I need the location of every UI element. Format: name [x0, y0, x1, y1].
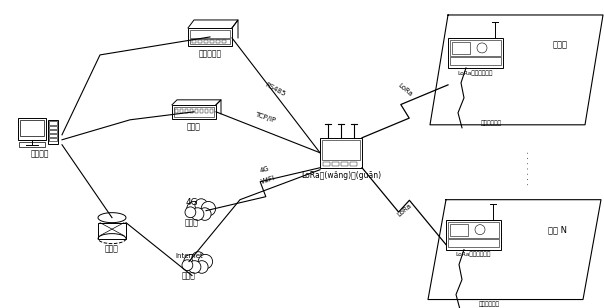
- Circle shape: [199, 208, 211, 220]
- Bar: [190, 39, 230, 44]
- Bar: [450, 40, 501, 56]
- Bar: [190, 109, 193, 113]
- Circle shape: [184, 254, 198, 269]
- Bar: [205, 109, 208, 113]
- Circle shape: [192, 252, 205, 264]
- Bar: [450, 224, 468, 236]
- Bar: [452, 42, 470, 54]
- Text: Internet: Internet: [175, 253, 203, 259]
- Bar: [185, 109, 188, 113]
- Bar: [20, 120, 44, 136]
- Bar: [322, 140, 360, 160]
- Bar: [448, 222, 499, 238]
- Bar: [174, 107, 214, 117]
- Bar: [198, 40, 202, 43]
- Bar: [195, 109, 198, 113]
- Text: LoRa溫濕度傳感器: LoRa溫濕度傳感器: [455, 252, 490, 257]
- Bar: [204, 40, 208, 43]
- Text: LoRa溫濕度傳感器: LoRa溫濕度傳感器: [457, 70, 493, 76]
- Text: LoRa: LoRa: [397, 202, 413, 217]
- Text: 云平臺: 云平臺: [185, 218, 199, 227]
- Text: LoRa網(wǎng)關(guān): LoRa網(wǎng)關(guān): [301, 171, 381, 180]
- Circle shape: [187, 201, 201, 216]
- Bar: [222, 40, 226, 43]
- Bar: [48, 120, 58, 144]
- Bar: [350, 162, 357, 166]
- Text: 區域 N: 區域 N: [548, 225, 568, 234]
- Bar: [175, 109, 178, 113]
- Text: 4G: 4G: [185, 198, 198, 207]
- Bar: [172, 105, 216, 119]
- Bar: [180, 109, 183, 113]
- Bar: [450, 57, 501, 65]
- Bar: [341, 162, 348, 166]
- Circle shape: [477, 43, 487, 53]
- Text: 交換機: 交換機: [187, 122, 201, 131]
- Bar: [446, 220, 501, 249]
- Text: 4G: 4G: [260, 165, 271, 174]
- Circle shape: [196, 261, 208, 273]
- Bar: [216, 40, 220, 43]
- Bar: [98, 223, 126, 239]
- Bar: [18, 118, 46, 140]
- Bar: [190, 30, 230, 38]
- Bar: [188, 28, 232, 46]
- Bar: [210, 109, 213, 113]
- Bar: [49, 134, 57, 137]
- Text: 串口服務器: 串口服務器: [199, 49, 222, 59]
- Circle shape: [185, 207, 196, 218]
- Circle shape: [191, 208, 204, 220]
- Circle shape: [188, 261, 201, 273]
- Text: RS485: RS485: [264, 82, 286, 98]
- Text: WIFI: WIFI: [260, 175, 276, 185]
- Text: 區域一: 區域一: [553, 40, 568, 49]
- Circle shape: [195, 199, 208, 211]
- Bar: [323, 162, 330, 166]
- Bar: [49, 138, 57, 141]
- Bar: [320, 138, 362, 168]
- Text: 云平臺: 云平臺: [182, 271, 196, 280]
- Bar: [210, 40, 214, 43]
- Text: 溫濕度傳感器: 溫濕度傳感器: [481, 120, 501, 126]
- Text: 溫濕度傳感器: 溫濕度傳感器: [478, 302, 500, 307]
- Text: LoRa: LoRa: [397, 82, 413, 98]
- Circle shape: [475, 225, 485, 235]
- Bar: [200, 109, 203, 113]
- Text: · · · · · · ·: · · · · · · ·: [525, 151, 535, 185]
- Bar: [448, 38, 503, 68]
- Bar: [49, 126, 57, 129]
- Bar: [49, 130, 57, 133]
- Text: TCP/IP: TCP/IP: [254, 112, 276, 124]
- Bar: [448, 239, 499, 247]
- Bar: [49, 121, 57, 125]
- Text: 路由器: 路由器: [105, 244, 119, 253]
- Bar: [19, 142, 45, 147]
- Circle shape: [198, 254, 213, 269]
- Bar: [332, 162, 339, 166]
- Text: 監控平臺: 監控平臺: [31, 149, 50, 158]
- Circle shape: [201, 201, 216, 216]
- Circle shape: [182, 260, 193, 270]
- Bar: [192, 40, 196, 43]
